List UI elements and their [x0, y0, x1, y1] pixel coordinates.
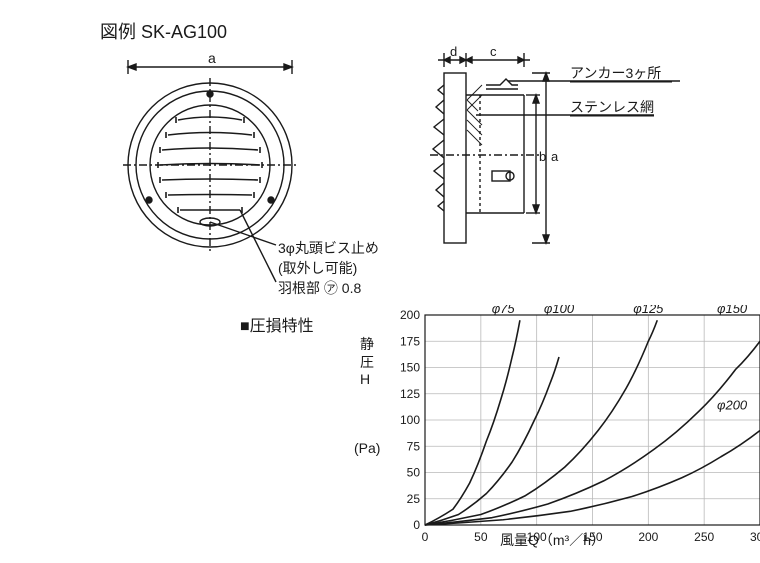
svg-text:175: 175 [400, 334, 420, 348]
callout-anchor: アンカー3ヶ所 [570, 65, 661, 81]
svg-text:0: 0 [422, 530, 429, 544]
svg-text:150: 150 [582, 530, 602, 544]
callout-blade: 羽根部 ㋐ 0.8 [278, 278, 361, 298]
svg-text:150: 150 [400, 361, 420, 375]
svg-text:200: 200 [400, 308, 420, 322]
chart-svg: 0 50 100 150 200 250 300 0 25 50 75 100 125 150 175 200… [390, 305, 760, 555]
callout-removable: (取外し可能) [278, 258, 357, 278]
svg-text:φ125: φ125 [633, 305, 664, 316]
callout-mesh: ステンレス網 [570, 99, 654, 115]
dim-b-side: b [539, 149, 546, 164]
callout-screw: 3φ丸頭ビス止め [278, 238, 379, 258]
side-view: d c [420, 45, 720, 285]
svg-text:300: 300 [750, 530, 760, 544]
dim-c: c [490, 45, 497, 59]
svg-text:100: 100 [400, 413, 420, 427]
svg-text:φ100: φ100 [544, 305, 575, 316]
dim-a-front: a [208, 50, 216, 66]
svg-text:φ150: φ150 [717, 305, 748, 316]
page: 図例 SK-AG100 a [0, 0, 760, 563]
figure-title: 図例 SK-AG100 [100, 18, 227, 44]
svg-text:50: 50 [474, 530, 488, 544]
svg-text:75: 75 [407, 439, 421, 453]
svg-text:250: 250 [694, 530, 714, 544]
svg-text:200: 200 [638, 530, 658, 544]
svg-text:125: 125 [400, 387, 420, 401]
dim-d: d [450, 45, 457, 59]
pressure-loss-chart: 0 50 100 150 200 250 300 0 25 50 75 100 125 150 175 200… [240, 300, 760, 560]
svg-text:φ200: φ200 [717, 398, 748, 413]
svg-text:50: 50 [407, 466, 421, 480]
svg-text:25: 25 [407, 492, 421, 506]
side-view-svg: d c [420, 45, 720, 265]
svg-text:100: 100 [527, 530, 547, 544]
svg-text:φ75: φ75 [492, 305, 516, 316]
svg-text:0: 0 [413, 518, 420, 532]
dim-a-side: a [551, 149, 559, 164]
